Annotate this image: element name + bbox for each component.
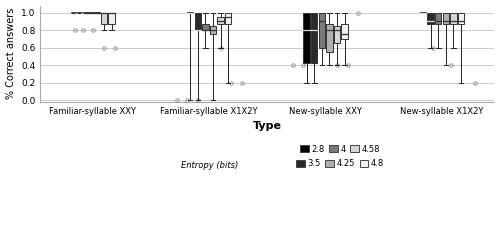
Text: Entropy (bits): Entropy (bits) bbox=[180, 160, 238, 170]
Bar bbox=[318, 13, 325, 48]
X-axis label: Type: Type bbox=[253, 121, 282, 131]
Bar bbox=[218, 17, 224, 24]
Bar bbox=[304, 13, 310, 63]
Bar bbox=[435, 13, 442, 24]
Bar bbox=[101, 13, 107, 24]
Bar bbox=[202, 24, 208, 30]
Bar bbox=[442, 13, 449, 24]
Bar bbox=[334, 26, 340, 43]
Bar bbox=[108, 13, 115, 24]
Bar bbox=[210, 26, 216, 34]
Bar bbox=[342, 24, 347, 39]
Bar bbox=[311, 13, 318, 63]
Bar bbox=[326, 24, 332, 52]
Bar bbox=[450, 13, 456, 24]
Y-axis label: % Correct answers: % Correct answers bbox=[6, 8, 16, 99]
Bar bbox=[458, 13, 464, 24]
Bar bbox=[225, 13, 232, 24]
Legend: 3.5, 4.25, 4.8: 3.5, 4.25, 4.8 bbox=[296, 159, 384, 168]
Bar bbox=[194, 13, 201, 30]
Bar bbox=[428, 13, 434, 24]
